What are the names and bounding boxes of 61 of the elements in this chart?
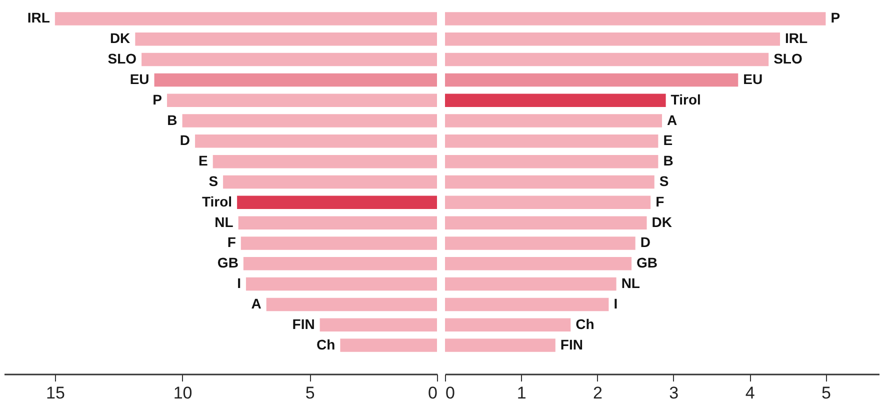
x-tick-label: 3 <box>669 384 679 402</box>
bar <box>445 175 654 189</box>
bar <box>445 73 738 87</box>
y-tick-label: I <box>237 275 241 292</box>
x-tick-label: 5 <box>821 384 831 402</box>
y-tick-label: P <box>830 10 840 26</box>
bar <box>445 216 647 230</box>
bar <box>445 12 826 26</box>
x-tick-label: 15 <box>46 384 65 402</box>
bar <box>445 236 636 250</box>
x-tick-label: 1 <box>516 384 526 402</box>
y-tick-label: E <box>663 132 673 148</box>
bar <box>445 338 556 352</box>
bar <box>445 114 662 128</box>
y-tick-label: DK <box>652 214 672 230</box>
y-tick-label: S <box>659 173 669 189</box>
bar <box>445 318 571 332</box>
bar <box>445 32 780 46</box>
y-tick-label: B <box>167 112 178 128</box>
y-tick-label: Tirol <box>670 91 701 108</box>
y-tick-label: F <box>227 234 236 250</box>
y-tick-label: IRL <box>27 10 50 26</box>
y-tick-label: FIN <box>560 336 583 352</box>
bar <box>445 298 609 312</box>
y-tick-label: Tirol <box>202 193 232 210</box>
y-tick-label: F <box>656 193 665 210</box>
y-tick-label: D <box>640 234 650 250</box>
y-tick-label: A <box>251 295 262 312</box>
y-tick-label: I <box>614 295 618 312</box>
x-tick-label: 0 <box>446 384 455 402</box>
y-tick-label: NL <box>621 275 640 292</box>
bar <box>445 257 632 270</box>
y-tick-label: Ch <box>316 336 336 352</box>
bar <box>445 154 658 168</box>
y-tick-label: SLO <box>108 50 137 67</box>
bar <box>445 196 651 210</box>
y-tick-label: SLO <box>774 50 802 67</box>
y-tick-label: FIN <box>292 316 315 332</box>
y-tick-label: P <box>152 91 162 108</box>
bar <box>445 52 769 66</box>
y-tick-label: A <box>667 112 678 128</box>
bar <box>445 277 616 291</box>
x-tick-label: 10 <box>173 384 192 402</box>
y-tick-label: EU <box>743 70 763 87</box>
y-tick-label: DK <box>110 30 130 46</box>
y-tick-label: E <box>198 152 208 169</box>
y-tick-label: B <box>663 152 674 169</box>
y-tick-label: GB <box>217 254 238 271</box>
x-tick-label: 4 <box>745 384 755 402</box>
y-tick-label: S <box>208 173 218 189</box>
y-tick-label: Ch <box>576 316 594 332</box>
y-tick-label: GB <box>636 254 658 271</box>
y-tick-label: D <box>180 132 190 148</box>
bar <box>445 94 666 107</box>
x-tick-label: 2 <box>593 384 603 402</box>
y-tick-label: NL <box>214 214 234 230</box>
bar <box>445 134 658 148</box>
y-tick-label: EU <box>130 70 150 87</box>
y-tick-label: IRL <box>785 30 808 46</box>
x-tick-label: 0 <box>428 384 438 402</box>
x-tick-label: 5 <box>305 384 315 402</box>
